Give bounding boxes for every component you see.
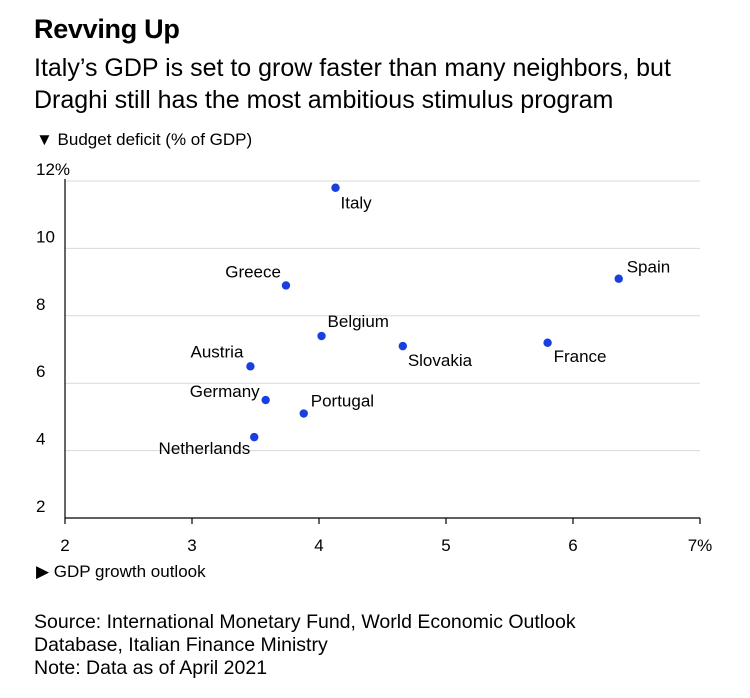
point-germany	[261, 395, 270, 405]
x-tick-label: 3	[187, 536, 196, 555]
y-tick-label: 10	[36, 227, 55, 246]
label-italy: Italy	[341, 194, 373, 213]
label-france: France	[554, 347, 607, 366]
label-portugal: Portugal	[311, 392, 374, 411]
label-germany: Germany	[190, 382, 260, 401]
label-greece: Greece	[225, 262, 281, 281]
axes	[64, 179, 701, 524]
label-netherlands: Netherlands	[159, 439, 251, 458]
footer: Source: International Monetary Fund, Wor…	[34, 611, 576, 680]
label-slovakia: Slovakia	[408, 351, 473, 370]
tick-labels: 2 4 6 8 10 12% 2 3 4 5 6 7%	[36, 160, 712, 555]
chart-subtitle: Italy’s GDP is set to grow faster than m…	[34, 54, 671, 114]
y-tick-label: 6	[36, 362, 45, 381]
point-slovakia	[398, 341, 408, 351]
label-austria: Austria	[190, 342, 243, 361]
y-axis-title: ▼ Budget deficit (% of GDP)	[36, 130, 252, 149]
point-austria	[246, 362, 255, 371]
x-tick-label: 2	[60, 536, 69, 555]
chart-title: Revving Up	[34, 14, 180, 44]
point-netherlands	[250, 432, 259, 442]
source-line-1: Source: International Monetary Fund, Wor…	[34, 611, 576, 633]
x-tick-label: 5	[441, 536, 450, 555]
point-spain	[614, 274, 623, 283]
source-line-2: Database, Italian Finance Ministry	[34, 634, 328, 656]
data-points	[246, 183, 623, 442]
label-spain: Spain	[627, 258, 670, 277]
data-note: Note: Data as of April 2021	[34, 657, 268, 679]
point-greece	[281, 281, 291, 290]
point-belgium	[317, 331, 326, 341]
y-tick-label: 12%	[36, 160, 70, 179]
source-note: Source: International Monetary Fund, Wor…	[34, 611, 576, 657]
scatter-chart: 2 4 6 8 10 12% 2 3 4 5 6 7% Italy Spain Greece Belgium…	[36, 130, 712, 581]
x-tick-label: 6	[568, 536, 577, 555]
y-tick-label: 4	[36, 430, 45, 449]
point-labels: Italy Spain Greece Belgium France Slovakia Aus…	[159, 194, 671, 458]
x-tick-label: 7%	[688, 536, 713, 555]
label-belgium: Belgium	[328, 312, 389, 331]
y-tick-label: 2	[36, 497, 45, 516]
point-france	[543, 338, 552, 347]
point-portugal	[299, 409, 308, 418]
x-axis-title: ▶ GDP growth outlook	[36, 562, 206, 581]
x-tick-label: 4	[314, 536, 323, 555]
point-italy	[331, 183, 340, 192]
y-tick-label: 8	[36, 295, 45, 314]
